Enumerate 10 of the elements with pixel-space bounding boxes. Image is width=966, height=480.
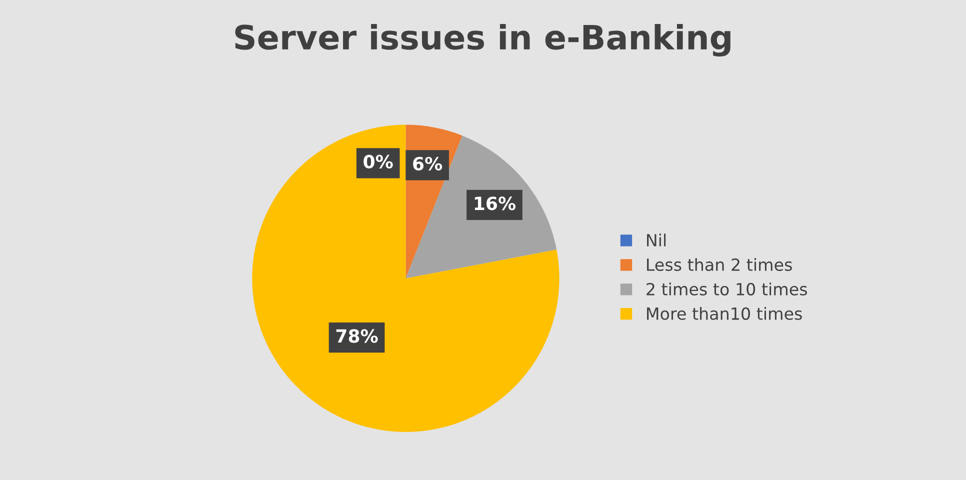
legend-label: More than10 times [647, 307, 802, 320]
data-label: 78% [336, 329, 378, 343]
pie-slice [252, 124, 560, 432]
text: 0% [364, 154, 393, 168]
legend-label: Nil [647, 234, 666, 246]
data-label: 6% [413, 156, 442, 170]
data-label: 16% [474, 196, 516, 210]
legend-label: Less than 2 times [647, 258, 792, 272]
chart-title: Server issues in e-Banking [235, 24, 730, 57]
legend-label: 2 times to 10 times [646, 282, 807, 296]
